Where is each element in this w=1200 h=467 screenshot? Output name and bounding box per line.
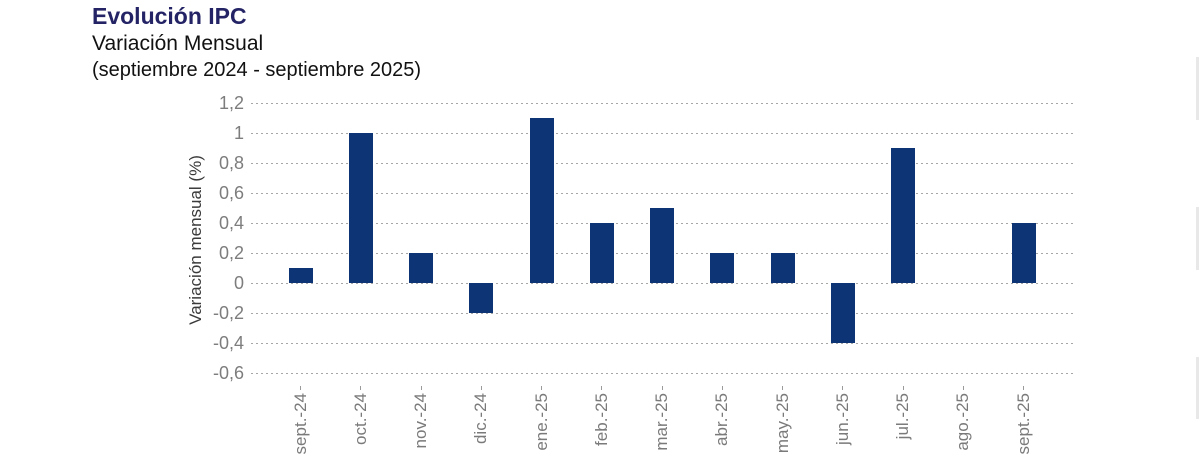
gridline [251, 343, 1073, 344]
chart-period-range: (septiembre 2024 - septiembre 2025) [92, 59, 422, 81]
chart-title: Evolución IPC [92, 3, 247, 29]
gridline [251, 283, 1073, 284]
x-tick-label-text: oct.-24 [350, 393, 370, 445]
x-tick-label-text: feb.-25 [591, 393, 611, 446]
y-axis-title: Variación mensual (%) [186, 155, 205, 325]
x-tick-label-text: ago.-25 [953, 393, 973, 451]
chart-subtitle: Variación Mensual [92, 32, 264, 55]
gridline [251, 193, 1073, 194]
gridline [251, 103, 1073, 104]
x-tick-mark [541, 386, 542, 390]
x-tick-mark [962, 386, 964, 390]
x-tick-mark [661, 386, 663, 390]
y-tick-label: 0 [233, 273, 244, 293]
gridline [251, 133, 1073, 134]
bar-may.-25 [770, 253, 795, 283]
bar-abr.-25 [710, 253, 735, 283]
gridline [251, 313, 1073, 314]
x-tick-label-text: nov.-24 [411, 393, 430, 449]
x-tick-label-text: sept.-24 [290, 393, 310, 455]
x-tick-mark [721, 386, 723, 390]
x-tick-label-text: dic.-24 [471, 393, 491, 445]
y-tick-label: 0,2 [218, 243, 244, 263]
x-tick-mark [902, 386, 904, 390]
bar-jul.-25 [891, 148, 915, 283]
x-tick-label-text: may.-25 [772, 393, 792, 454]
y-tick-label: 0,6 [218, 183, 244, 203]
x-tick-mark [782, 386, 783, 390]
x-tick-mark [601, 386, 603, 390]
chart-header: Evolución IPC Variación Mensual (septiem… [92, 2, 421, 83]
bar-feb.-25 [589, 223, 614, 283]
y-tick-label: -0,6 [212, 363, 244, 383]
bar-ene.-25 [529, 118, 554, 283]
x-tick-mark [300, 386, 301, 390]
x-tick-mark [842, 386, 844, 390]
x-tick-label-text: ene.-25 [531, 393, 551, 451]
x-tick-label-text: abr.-25 [712, 393, 732, 446]
y-tick-label: 1,2 [218, 93, 244, 113]
bar-sept.-25 [1011, 223, 1036, 283]
gridline [251, 163, 1073, 164]
bar-jun.-25 [830, 283, 855, 343]
x-tick-label-text: sept.-25 [1013, 393, 1033, 455]
x-tick-mark [480, 386, 482, 390]
y-tick-label: 0,8 [218, 153, 244, 173]
bar-oct.-24 [348, 133, 373, 283]
bar-dic.-24 [469, 283, 494, 313]
x-tick-mark [420, 386, 422, 390]
y-tick-label: 0,4 [218, 213, 244, 233]
gridline [251, 373, 1073, 374]
x-tick-mark [360, 386, 362, 390]
bar-sept.-24 [288, 268, 313, 283]
y-tick-label: -0,2 [212, 303, 244, 323]
y-tick-label: 1 [233, 123, 244, 143]
x-tick-label-text: jul.-25 [893, 393, 912, 440]
x-tick-mark [1023, 386, 1024, 390]
x-tick-label-text: mar.-25 [652, 393, 671, 451]
y-tick-label: -0,4 [212, 333, 244, 353]
right-edge-marks [1196, 57, 1199, 419]
x-tick-label-text: jun.-25 [832, 393, 852, 445]
bar-mar.-25 [650, 208, 674, 283]
bar-nov.-24 [409, 253, 433, 283]
